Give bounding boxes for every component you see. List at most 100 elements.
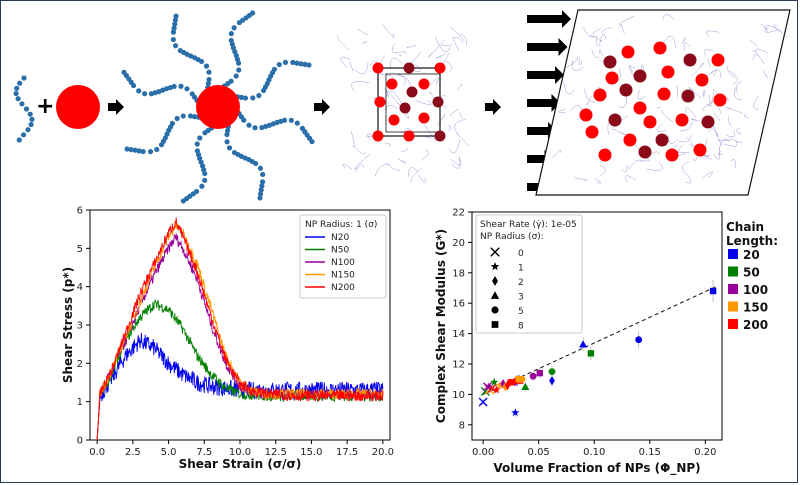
monomer-bead <box>132 147 138 153</box>
polymer-strand <box>688 87 702 98</box>
monomer-bead <box>13 90 19 97</box>
monomer-bead <box>194 141 200 147</box>
left-legend: NP Radius: 1 (σ) N20 N50 N100 N150 N200 <box>299 214 387 299</box>
chain-legend-title-1: Chain <box>726 220 764 234</box>
monomer-bead <box>226 145 233 151</box>
polymer-strand <box>571 59 584 71</box>
legend-marker-star <box>490 261 500 271</box>
left-y-tick-label: 3 <box>77 321 83 332</box>
monomer-bead <box>242 95 249 101</box>
polymer-strand <box>391 43 404 54</box>
series-line-n50 <box>96 299 384 441</box>
sheared-nanoparticle <box>675 113 689 127</box>
monomer-bead <box>290 59 296 66</box>
polymer-strand <box>656 123 667 132</box>
polymer-strand <box>773 24 788 38</box>
monomer-bead <box>14 85 20 91</box>
monomer-bead <box>203 63 210 69</box>
shear-stress-chart: 0.0 2.5 5.0 7.5 10.0 12.5 15.0 17.5 20.00123456 … <box>61 206 394 472</box>
polymer-strand <box>410 168 422 183</box>
right-plot-area <box>471 211 723 441</box>
polymer-strand <box>619 15 636 26</box>
polymer-strand <box>563 56 578 69</box>
polymer-strand <box>713 112 720 121</box>
monomer-bead <box>202 177 208 183</box>
monomer-bead <box>170 29 177 35</box>
left-x-tick-label: 0.0 <box>89 447 105 458</box>
legend-label-n20: N20 <box>331 233 349 243</box>
polymer-strand <box>628 66 636 72</box>
box-nanoparticle <box>434 130 446 142</box>
chain-length-legend: Chain Length: 20 50 100 150 200 <box>726 220 778 332</box>
sheared-nanoparticle <box>598 148 612 162</box>
right-x-axis-label: Volume Fraction of NPs (Φ_NP) <box>493 461 700 476</box>
right-y-tick-label: 14 <box>452 329 465 340</box>
right-x-tick-label: 0.10 <box>583 447 605 458</box>
monomer-bead <box>253 160 259 167</box>
monomer-bead <box>259 183 265 189</box>
polymer-strand <box>595 35 602 46</box>
monomer-bead <box>224 139 230 145</box>
monomer-bead <box>28 121 34 128</box>
box-nanoparticle <box>399 102 411 114</box>
right-y-tick-label: 20 <box>452 238 465 249</box>
sheared-nanoparticle <box>693 143 707 157</box>
right-y-tick-label: 22 <box>452 208 465 219</box>
monomer-bead <box>128 146 134 153</box>
sheared-nanoparticle <box>713 93 727 107</box>
sheared-nanoparticle <box>695 73 709 87</box>
right-y-tick-label: 8 <box>459 420 465 431</box>
chain-legend-title-2: Length: <box>726 234 778 248</box>
polymer-strand <box>678 135 692 143</box>
shear-arrow-icon <box>527 66 564 84</box>
monomer-bead <box>172 43 179 49</box>
sheared-nanoparticle <box>711 53 725 67</box>
monomer-bead <box>136 88 142 94</box>
data-point-circle <box>529 372 537 380</box>
sheared-nanoparticle <box>657 87 671 101</box>
polymer-strand <box>429 91 447 109</box>
data-point-square <box>515 376 522 383</box>
shear-arrow-icon <box>527 94 561 112</box>
polymer-strand <box>702 101 713 111</box>
left-legend-title: NP Radius: 1 (σ) <box>305 220 377 230</box>
polymer-strand <box>350 131 355 148</box>
left-y-tick-label: 1 <box>77 397 83 408</box>
monomer-bead <box>250 10 256 16</box>
polymer-strand <box>415 99 432 106</box>
polymer-strand <box>702 89 705 97</box>
monomer-bead <box>224 131 230 138</box>
monomer-bead <box>228 78 234 84</box>
monomer-bead <box>191 114 198 120</box>
polymer-strand <box>753 95 760 110</box>
polymer-strand <box>396 73 406 86</box>
monomer-bead <box>21 75 27 81</box>
monomer-bead <box>257 195 263 201</box>
left-y-tick-label: 2 <box>77 359 83 370</box>
polymer-strand <box>709 128 722 146</box>
data-point-square <box>507 379 515 386</box>
polymer-strand <box>453 36 463 43</box>
polymer-strand <box>596 37 603 42</box>
box-nanoparticle <box>403 130 415 142</box>
polymer-strand <box>387 90 403 107</box>
monomer-bead <box>124 146 130 152</box>
chain-label-50: 50 <box>743 266 760 280</box>
data-point-star <box>490 377 499 386</box>
polymer-strand <box>459 33 468 46</box>
monomer-bead <box>271 66 278 72</box>
data-point-star <box>495 380 504 389</box>
sheared-nanoparticle <box>593 88 607 102</box>
monomer-bead <box>228 31 234 37</box>
sheared-nanoparticle <box>579 108 593 122</box>
polymer-strand <box>449 108 459 116</box>
polymer-strand <box>384 142 391 148</box>
monomer-bead <box>281 117 288 123</box>
chain-swatch-50 <box>728 266 738 277</box>
monomer-bead <box>225 127 231 134</box>
polymer-strand <box>743 113 749 118</box>
legend-marker-circle <box>491 306 499 314</box>
left-x-tick-label: 7.5 <box>196 447 212 458</box>
sheared-nanoparticle <box>653 41 667 55</box>
